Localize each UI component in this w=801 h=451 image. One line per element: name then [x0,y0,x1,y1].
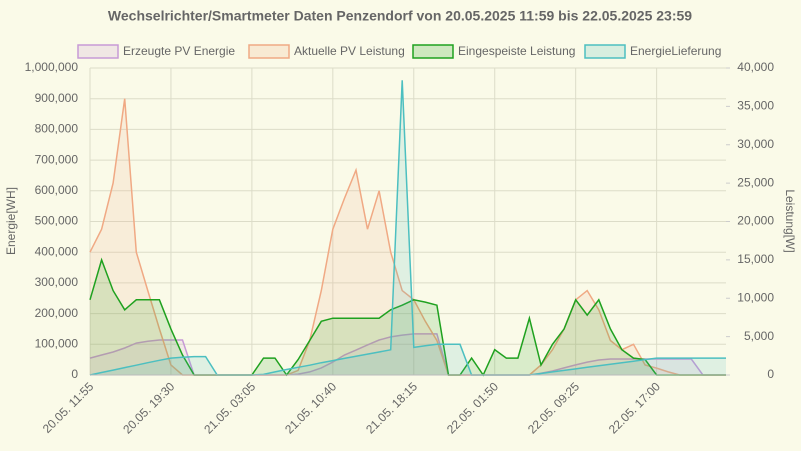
legend-swatch [412,44,454,59]
chart-title: Wechselrichter/Smartmeter Daten Penzendo… [108,8,692,24]
y-tick-label: 200,000 [35,306,79,320]
y-tick-label: 500,000 [35,214,79,228]
y2-tick-label: 20,000 [737,214,774,228]
y-tick-label: 700,000 [35,152,79,166]
legend-swatch [248,44,290,59]
y2-tick-label: 15,000 [737,252,774,266]
y-tick-label: 300,000 [35,275,79,289]
legend-label: Eingespeiste Leistung [458,44,575,58]
y-tick-label: 800,000 [35,122,79,136]
y2-tick-label: 40,000 [737,60,774,74]
legend-swatch [584,44,626,59]
y2-axis-title: Leistung[W] [783,189,797,252]
y-tick-label: 100,000 [35,336,79,350]
y-tick-label: 0 [71,367,78,381]
legend-label: Erzeugte PV Energie [123,44,235,58]
legend-label: Aktuelle PV Leistung [294,44,405,58]
legend-swatch [77,44,119,59]
y2-tick-label: 5,000 [744,329,774,343]
y-tick-label: 1,000,000 [25,60,79,74]
y-tick-label: 900,000 [35,91,79,105]
series-line [89,80,726,376]
y-tick-label: 400,000 [35,244,79,258]
series-area [90,259,726,375]
y2-tick-label: 30,000 [737,137,774,151]
y-tick-label: 600,000 [35,183,79,197]
series-area [90,98,726,375]
y2-tick-label: 35,000 [737,99,774,113]
y-axis-title: Energie[WH] [4,187,18,255]
series-area [90,333,726,375]
legend-label: EnergieLieferung [630,44,721,58]
y2-tick-label: 0 [767,367,774,381]
y2-tick-label: 25,000 [737,175,774,189]
y2-tick-label: 10,000 [737,290,774,304]
